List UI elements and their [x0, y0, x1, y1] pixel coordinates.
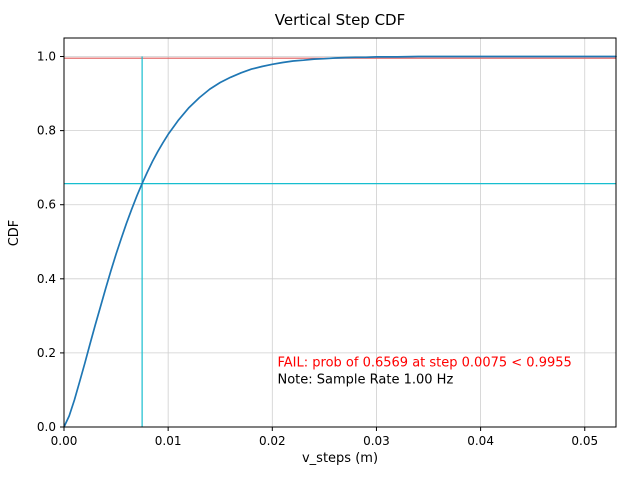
tick-labels: 0.00 0.01 0.02 0.03 0.04 0.05 0.0 0.2 0.4 0.6 0.8 1… — [37, 50, 598, 448]
cdf-curve-group — [63, 55, 617, 428]
chart-title: Vertical Step CDF — [275, 11, 406, 29]
x-tick-label: 0.05 — [571, 434, 598, 448]
y-axis-label: CDF — [7, 220, 22, 247]
x-tick-label: 0.01 — [155, 434, 182, 448]
y-tick-label: 0.2 — [37, 346, 56, 360]
plot-border — [63, 37, 617, 428]
y-tick-label: 1.0 — [37, 50, 56, 64]
sample-rate-note: Note: Sample Rate 1.00 Hz — [278, 372, 454, 387]
fail-annotation: FAIL: prob of 0.6569 at step 0.0075 < 0.… — [278, 356, 572, 371]
x-tick-label: 0.04 — [467, 434, 494, 448]
x-tick-label: 0.02 — [259, 434, 286, 448]
x-tick-label: 0.00 — [51, 434, 78, 448]
x-tick-label: 0.03 — [363, 434, 390, 448]
axis-ticks — [60, 56, 586, 431]
y-tick-label: 0.8 — [37, 124, 56, 138]
empirical-cdf-line — [63, 55, 617, 428]
y-tick-label: 0.0 — [37, 420, 56, 434]
y-tick-label: 0.4 — [37, 272, 56, 286]
y-tick-label: 0.6 — [37, 198, 56, 212]
annotations: FAIL: prob of 0.6569 at step 0.0075 < 0.… — [278, 356, 572, 388]
x-axis-label: v_steps (m) — [302, 451, 378, 466]
